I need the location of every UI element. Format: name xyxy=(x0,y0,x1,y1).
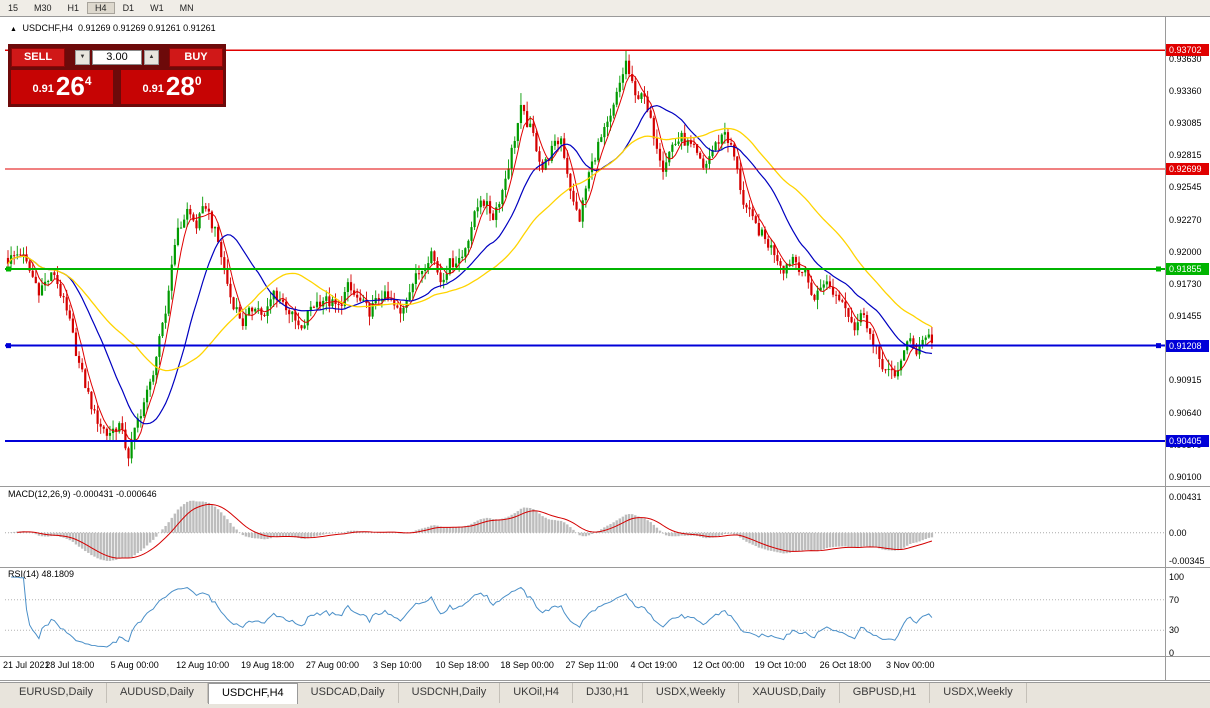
time-axis-label: 4 Oct 19:00 xyxy=(630,660,678,670)
timeframe-button-15[interactable]: 15 xyxy=(8,3,19,13)
macd-label: MACD(12,26,9) -0.000431 -0.000646 xyxy=(8,489,157,499)
time-axis-label: 5 Aug 00:00 xyxy=(110,660,159,670)
volume-decrease-icon[interactable]: ▼ xyxy=(75,49,90,65)
price-axis-label: 0.92815 xyxy=(1169,150,1202,161)
time-axis-label: 26 Oct 18:00 xyxy=(819,660,872,670)
time-axis-label: 18 Sep 00:00 xyxy=(500,660,554,670)
time-axis-label: 10 Sep 18:00 xyxy=(435,660,489,670)
chart-tab-usdx-weekly[interactable]: USDX,Weekly xyxy=(930,683,1027,703)
sell-price-prefix: 0.91 xyxy=(32,83,54,95)
macd-axis-label: 0.00 xyxy=(1169,527,1187,538)
price-axis-label: 0.92545 xyxy=(1169,182,1202,193)
hline-price-tag: 0.91855 xyxy=(1166,262,1209,275)
rsi-axis-label: 30 xyxy=(1169,625,1180,636)
chart-tab-usdcad-daily[interactable]: USDCAD,Daily xyxy=(298,683,399,703)
buy-price-sup: 0 xyxy=(194,74,202,88)
chart-tab-bar: EURUSD,Daily AUDUSD,Daily USDCHF,H4 USDCAD,… xyxy=(0,682,1210,708)
timeframe-button-H1[interactable]: H1 xyxy=(67,3,80,13)
time-axis-label: 19 Oct 10:00 xyxy=(754,660,807,670)
hline-price-tag: 0.92699 xyxy=(1166,163,1209,175)
price-axis-label: 0.91730 xyxy=(1169,278,1202,289)
timeframe-button-H4[interactable]: H4 xyxy=(87,2,115,14)
chart-tab-eurusd-daily[interactable]: EURUSD,Daily xyxy=(6,683,107,703)
macd-axis-label: -0.00345 xyxy=(1169,556,1205,567)
chart-tab-usdchf-h4[interactable]: USDCHF,H4 xyxy=(207,683,298,704)
chart-canvas[interactable] xyxy=(0,0,1210,682)
price-axis-label: 0.92000 xyxy=(1169,246,1202,257)
rsi-axis-label: 100 xyxy=(1169,572,1185,582)
chart-tab-ukoil-h4[interactable]: UKOil,H4 xyxy=(500,683,574,703)
one-click-trading-panel: SELL ▼ ▲ BUY 0.91 26 4 0.91 28 0 xyxy=(8,44,226,107)
timeframe-button-D1[interactable]: D1 xyxy=(122,3,135,13)
sell-button[interactable]: SELL xyxy=(11,47,65,67)
rsi-axis-label: 70 xyxy=(1169,594,1180,605)
chart-tab-dj30-h1[interactable]: DJ30,H1 xyxy=(573,683,643,703)
price-axis-label: 0.90100 xyxy=(1169,471,1202,482)
hline-price-tag: 0.93702 xyxy=(1166,44,1209,57)
timeframe-button-MN[interactable]: MN xyxy=(179,3,194,13)
volume-input[interactable] xyxy=(92,49,142,65)
collapse-trade-panel-icon[interactable]: ▲ xyxy=(10,26,17,33)
buy-price-display[interactable]: 0.91 28 0 xyxy=(121,70,223,104)
time-axis-label: 21 Jul 2021 xyxy=(3,660,50,670)
price-axis-label: 0.91455 xyxy=(1169,311,1202,322)
price-axis-label: 0.92270 xyxy=(1169,214,1202,225)
time-axis-label: 28 Jul 18:00 xyxy=(45,660,95,670)
chart-tab-audusd-daily[interactable]: AUDUSD,Daily xyxy=(107,683,208,703)
time-axis-label: 27 Sep 11:00 xyxy=(565,660,619,670)
chart-ohlc-values: 0.91269 0.91269 0.91261 0.91261 xyxy=(77,23,216,33)
timeframe-toolbar: 15 M30 H1 H4 D1 W1 MN xyxy=(0,0,1210,16)
timeframe-button-M30[interactable]: M30 xyxy=(34,3,52,13)
macd-axis-label: 0.00431 xyxy=(1169,492,1202,503)
buy-button[interactable]: BUY xyxy=(169,47,223,67)
hline-price-tag: 0.90405 xyxy=(1166,434,1209,447)
price-axis-label: 0.93360 xyxy=(1169,85,1202,96)
rsi-label: RSI(14) 48.1809 xyxy=(8,569,75,579)
chart-tab-usdx-weekly[interactable]: USDX,Weekly xyxy=(643,683,740,703)
rsi-axis-label: 0 xyxy=(1169,648,1175,658)
time-axis-label: 27 Aug 00:00 xyxy=(305,660,359,670)
price-axis-label: 0.90915 xyxy=(1169,375,1202,386)
volume-increase-icon[interactable]: ▲ xyxy=(144,49,159,65)
sell-price-sup: 4 xyxy=(84,74,92,88)
buy-price-big: 28 xyxy=(165,71,195,101)
sell-price-display[interactable]: 0.91 26 4 xyxy=(11,70,113,104)
time-axis-label: 12 Oct 00:00 xyxy=(692,660,745,670)
chart-tab-xauusd-daily[interactable]: XAUUSD,Daily xyxy=(739,683,840,703)
price-axis-label: 0.90640 xyxy=(1169,407,1202,418)
chart-symbol-label: USDCHF,H4 xyxy=(22,23,73,33)
price-axis-label: 0.93085 xyxy=(1169,118,1202,129)
hline-price-tag: 0.91208 xyxy=(1166,339,1209,352)
time-axis-label: 12 Aug 10:00 xyxy=(176,660,230,670)
sell-price-big: 26 xyxy=(55,71,85,101)
time-axis-label: 19 Aug 18:00 xyxy=(241,660,295,670)
buy-price-prefix: 0.91 xyxy=(142,83,164,95)
chart-tab-gbpusd-h1[interactable]: GBPUSD,H1 xyxy=(840,683,931,703)
time-axis-label: 3 Sep 10:00 xyxy=(373,660,422,670)
time-axis-label: 3 Nov 00:00 xyxy=(885,660,935,670)
chart-tab-usdcnh-daily[interactable]: USDCNH,Daily xyxy=(399,683,501,703)
price-axis-label: 0.93630 xyxy=(1169,53,1202,64)
chart-ohlc-header: ▲ USDCHF,H4 0.91269 0.91269 0.91261 0.91… xyxy=(10,23,216,33)
timeframe-button-W1[interactable]: W1 xyxy=(150,3,164,13)
